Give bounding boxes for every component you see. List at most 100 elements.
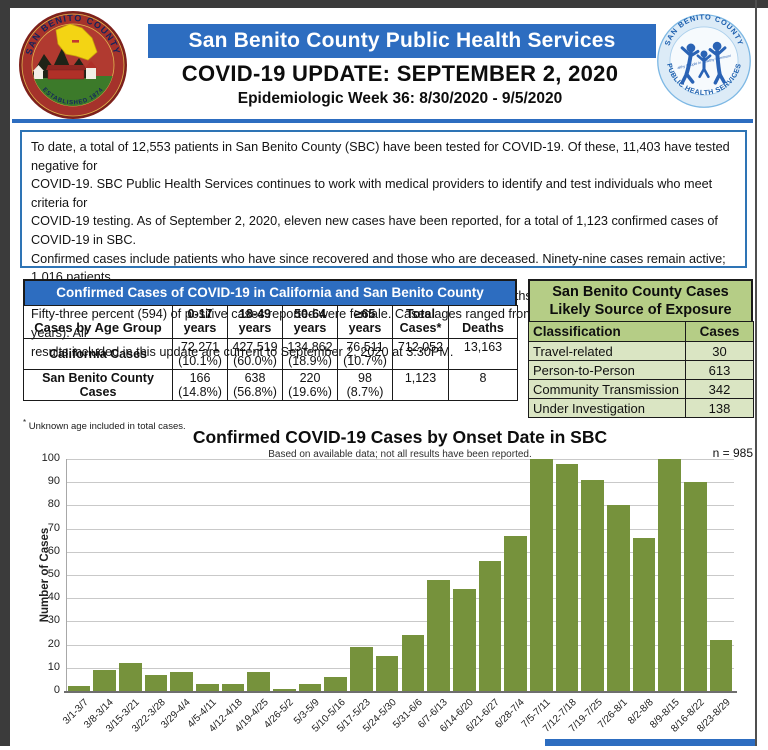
cases-table-column-header: 50-64 years xyxy=(282,305,338,339)
gridline xyxy=(66,644,734,646)
exposure-table-row: Travel-related 30 xyxy=(528,341,754,361)
y-tick-label: 50 xyxy=(47,568,60,580)
exposure-table-column-header: Classification xyxy=(528,321,686,342)
exposure-classification-cell: Person-to-Person xyxy=(528,360,686,380)
chart-bar xyxy=(247,672,271,691)
chart-bar xyxy=(273,688,296,691)
cases-table-cell: 134,862 (18.9%) xyxy=(282,338,338,370)
cases-table-cell: 220 (19.6%) xyxy=(282,369,338,401)
header-divider-rule xyxy=(12,119,753,123)
cases-table-cell: 72,271 (10.1%) xyxy=(172,338,228,370)
cases-table-cell: 8 xyxy=(448,369,518,401)
exposure-cases-cell: 613 xyxy=(685,360,754,380)
cases-table: Confirmed Cases of COVID-19 in Californi… xyxy=(23,279,518,401)
exposure-table-row: Under Investigation 138 xyxy=(528,398,754,418)
cases-table-cell: 76,511 (10.7%) xyxy=(337,338,393,370)
cases-table-column-header: Deaths xyxy=(448,305,518,339)
chart-bar xyxy=(581,479,605,691)
chart-bar xyxy=(632,537,656,691)
page-edge-right xyxy=(755,0,757,746)
gridline xyxy=(66,551,734,553)
chart-bar xyxy=(529,459,553,691)
exposure-table: San Benito County Cases Likely Source of… xyxy=(528,279,754,418)
y-tick-label: 0 xyxy=(53,684,60,696)
y-tick-label: 70 xyxy=(47,521,60,534)
cases-table-cell: 166 (14.8%) xyxy=(172,369,228,401)
cases-table-cell: 98 (8.7%) xyxy=(337,369,393,401)
chart-bar xyxy=(504,535,527,691)
exposure-classification-cell: Under Investigation xyxy=(528,398,686,418)
exposure-cases-cell: 138 xyxy=(685,398,754,418)
chart-n-annotation: n = 985 xyxy=(712,446,753,460)
cases-table-column-header: 18-49 years xyxy=(227,305,283,339)
cases-table-row: San Benito County Cases 166 (14.8%) 638 (5… xyxy=(23,369,518,401)
y-tick-label: 10 xyxy=(47,660,60,673)
chart-bar xyxy=(401,635,425,691)
cases-table-title: Confirmed Cases of COVID-19 in Californi… xyxy=(23,279,517,305)
window-edge-left xyxy=(0,0,10,746)
cases-table-column-header: 0-17 years xyxy=(172,305,228,339)
chart-bar xyxy=(350,646,373,691)
gridline xyxy=(66,575,734,576)
y-axis-line xyxy=(66,459,67,691)
logo-family-figures-icon xyxy=(680,41,727,85)
y-tick-label: 60 xyxy=(47,544,60,557)
gridline xyxy=(66,459,734,460)
chart-bar xyxy=(684,482,707,691)
chart-bar xyxy=(452,588,476,691)
y-tick-label: 30 xyxy=(47,614,60,627)
chart-bar xyxy=(144,674,168,691)
x-axis-line xyxy=(64,691,737,693)
cases-table-column-header: Cases by Age Group xyxy=(23,305,173,339)
chart-bar xyxy=(324,677,348,691)
window-edge-top xyxy=(0,0,768,8)
chart-bar xyxy=(375,656,399,691)
y-tick-label: 100 xyxy=(41,452,60,464)
chart-bar xyxy=(298,684,322,691)
y-tick-label: 40 xyxy=(47,591,60,604)
chart-bar xyxy=(118,663,142,691)
footnote-asterisk: * xyxy=(23,418,27,427)
chart-bar xyxy=(195,684,219,691)
gridline xyxy=(66,598,734,600)
chart-bar xyxy=(427,579,450,691)
cases-table-cell: 13,163 xyxy=(448,338,518,370)
cases-table-cell: 712,052 xyxy=(392,338,449,370)
chart-subtitle: Based on available data; not all results… xyxy=(268,449,532,460)
exposure-cases-cell: 342 xyxy=(685,379,754,399)
exposure-table-row: Person-to-Person 613 xyxy=(528,360,754,380)
cases-table-grid: Cases by Age Group 0-17 years 18-49 years 5… xyxy=(23,305,518,401)
chart-bar xyxy=(478,561,502,691)
page-subtitle: Epidemiologic Week 36: 8/30/2020 - 9/5/2… xyxy=(237,90,563,107)
chart-bar xyxy=(607,505,630,691)
exposure-table-header-row: Classification Cases xyxy=(528,321,754,342)
cases-table-cell: 427,519 (60.0%) xyxy=(227,338,283,370)
gridline xyxy=(66,528,734,530)
bottom-banner-edge xyxy=(545,739,755,746)
header-banner: San Benito County Public Health Services xyxy=(148,24,656,58)
cases-table-row-label: San Benito County Cases xyxy=(23,369,173,401)
page-title: COVID-19 UPDATE: SEPTEMBER 2, 2020 xyxy=(181,61,619,86)
exposure-table-grid: Classification Cases Travel-related 30 Perso… xyxy=(528,321,754,418)
county-seal-logo: SAN BENITO COUNTY ESTABLISHED 1874 xyxy=(19,11,127,119)
cases-table-header-row: Cases by Age Group 0-17 years 18-49 years 5… xyxy=(23,305,518,339)
chart-bar xyxy=(170,672,193,691)
cases-table-footnote: * Unknown age included in total cases. xyxy=(23,418,186,433)
gridline xyxy=(66,667,734,669)
chart-bar xyxy=(709,639,733,691)
exposure-table-title: San Benito County Cases Likely Source of… xyxy=(528,279,753,321)
chart-bar xyxy=(555,463,579,691)
exposure-cases-cell: 30 xyxy=(685,341,754,361)
cases-table-column-header: Total Cases* xyxy=(392,305,449,339)
y-tick-label: 90 xyxy=(47,475,60,488)
cases-table-row: California Cases 72,271 (10.1%) 427,519 (6… xyxy=(23,338,518,370)
summary-box: To date, a total of 12,553 patients in S… xyxy=(20,130,747,359)
gridline xyxy=(66,505,734,507)
exposure-classification-cell: Community Transmission xyxy=(528,379,686,399)
chart-bar xyxy=(93,670,116,691)
y-tick-label: 80 xyxy=(47,498,60,511)
exposure-table-row: Community Transmission 342 xyxy=(528,379,754,399)
exposure-table-column-header: Cases xyxy=(685,321,754,342)
cases-table-column-header: ≥65 years xyxy=(337,305,393,339)
public-health-services-logo: SAN BENITO COUNTY PUBLIC HEALTH SERVICES… xyxy=(656,12,751,108)
